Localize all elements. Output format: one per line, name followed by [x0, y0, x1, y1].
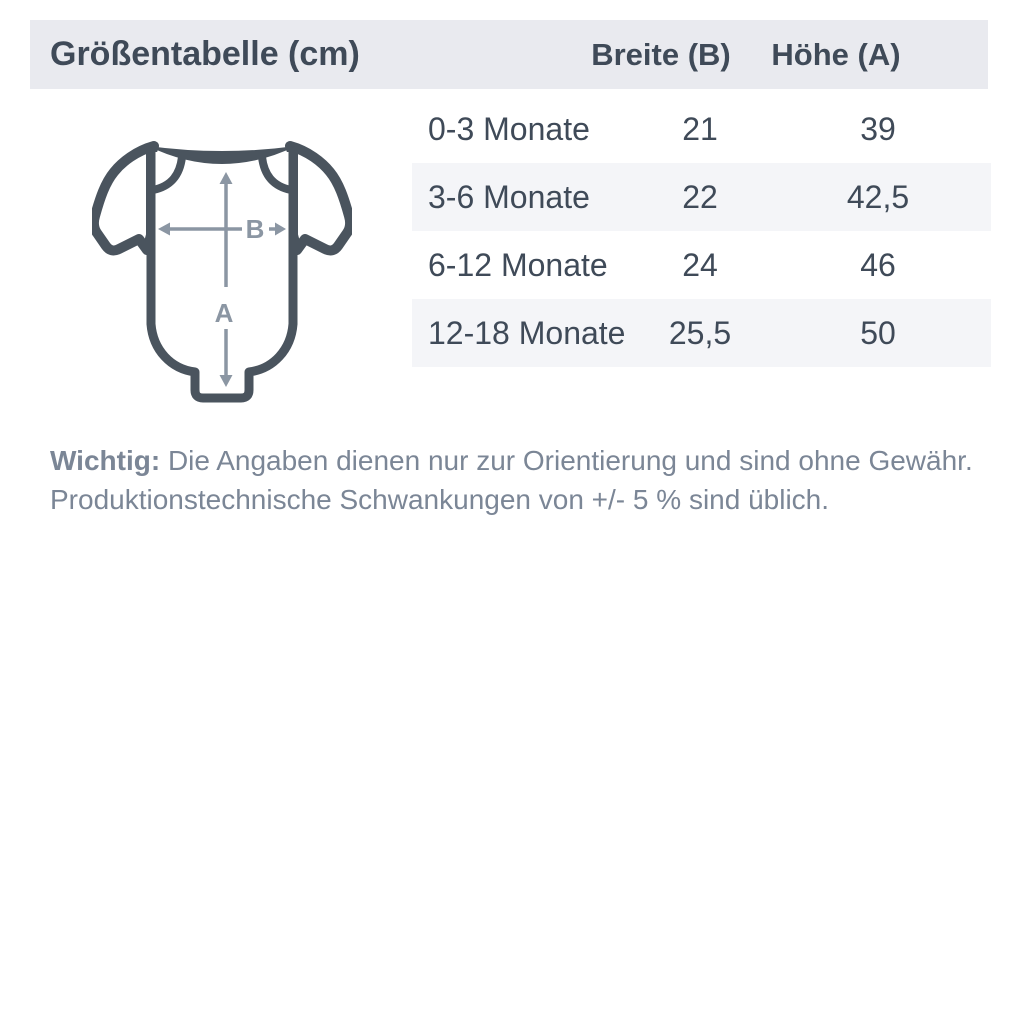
disclaimer-text-1: Die Angaben dienen nur zur Orientierung …	[167, 445, 973, 476]
measurement-arrows: B A	[158, 172, 286, 387]
breite-cell: 24	[682, 246, 718, 283]
size-chart-header: Größentabelle (cm) Breite (B) Höhe (A)	[30, 20, 988, 89]
hoehe-cell: 39	[860, 110, 896, 147]
bodysuit-right-shoulder-seam	[258, 153, 295, 194]
table-row: 6-12 Monate 24 46	[412, 231, 991, 299]
column-header-breite: Breite (B)	[591, 37, 731, 72]
size-cell: 3-6 Monate	[428, 178, 590, 215]
table-row: 0-3 Monate 21 39	[412, 95, 991, 163]
height-label: A	[215, 298, 234, 328]
hoehe-cell: 50	[860, 314, 896, 351]
disclaimer-line-1: Wichtig: Die Angaben dienen nur zur Orie…	[50, 441, 1000, 480]
size-cell: 0-3 Monate	[428, 110, 590, 147]
table-row: 3-6 Monate 22 42,5	[412, 163, 991, 231]
bodysuit-body-outline	[146, 147, 298, 403]
breite-cell: 22	[682, 178, 718, 215]
baby-bodysuit-icon: B A	[92, 141, 352, 403]
width-arrow	[158, 222, 286, 236]
bodysuit-left-shoulder-seam	[149, 153, 186, 194]
height-arrow	[219, 172, 233, 387]
disclaimer-emphasis: Wichtig:	[50, 445, 161, 476]
hoehe-cell: 42,5	[846, 178, 910, 215]
width-label: B	[246, 214, 265, 244]
breite-cell: 25,5	[668, 314, 732, 351]
chart-title: Größentabelle (cm)	[50, 35, 360, 73]
disclaimer-note: Wichtig: Die Angaben dienen nur zur Orie…	[50, 441, 1000, 519]
disclaimer-line-2: Produktionstechnische Schwankungen von +…	[50, 484, 830, 515]
bodysuit-diagram: B A	[92, 136, 352, 408]
table-row: 12-18 Monate 25,5 50	[412, 299, 991, 367]
size-cell: 6-12 Monate	[428, 246, 608, 283]
size-cell: 12-18 Monate	[428, 314, 626, 351]
bodysuit-right-sleeve	[285, 141, 352, 256]
breite-cell: 21	[682, 110, 718, 147]
size-table: 0-3 Monate 21 39 3-6 Monate 22 42,5 6-12…	[412, 95, 991, 367]
column-header-hoehe: Höhe (A)	[771, 37, 901, 72]
bodysuit-left-sleeve	[92, 141, 159, 256]
hoehe-cell: 46	[860, 246, 896, 283]
